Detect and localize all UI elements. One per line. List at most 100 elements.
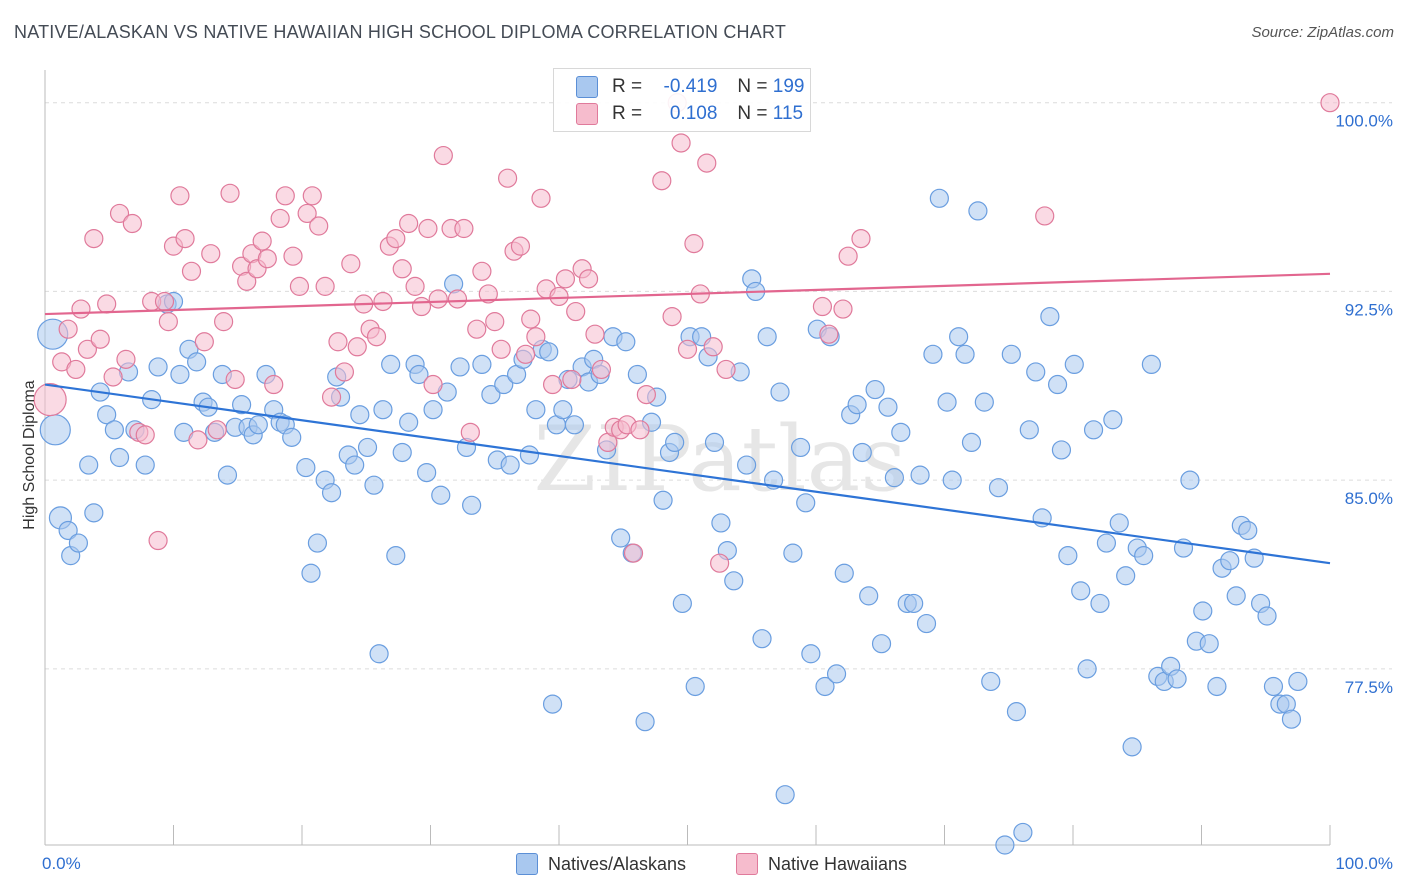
series-legend-hawaiians: Native Hawaiians bbox=[736, 853, 907, 875]
natives-point bbox=[369, 644, 389, 664]
legend-n-value: 199 bbox=[772, 76, 805, 97]
trend-lines bbox=[44, 272, 1331, 565]
hawaiians-point bbox=[662, 306, 682, 327]
hawaiians-point bbox=[220, 183, 240, 203]
natives-point bbox=[949, 327, 969, 347]
natives-point bbox=[1281, 709, 1302, 729]
natives-point bbox=[39, 414, 71, 446]
tick-labels: 77.5% 85.0% 92.5% 100.0% 0.0% 100.0% bbox=[42, 112, 1393, 873]
natives-point bbox=[58, 520, 78, 541]
natives-point bbox=[357, 437, 378, 458]
legend-row-hawaiians: R = 0.108 N = 115 bbox=[576, 101, 803, 127]
hawaiians-point bbox=[623, 543, 644, 563]
natives-point bbox=[1116, 566, 1136, 586]
natives-point bbox=[1051, 440, 1072, 460]
natives-point bbox=[248, 415, 268, 435]
natives-point bbox=[942, 470, 962, 490]
natives-point bbox=[929, 188, 949, 208]
natives-point bbox=[955, 344, 975, 364]
natives-point bbox=[783, 543, 803, 563]
natives-point bbox=[282, 427, 302, 447]
hawaiians-point bbox=[97, 294, 117, 314]
hawaiians-point bbox=[472, 261, 492, 281]
natives-point bbox=[988, 478, 1009, 498]
natives-point bbox=[148, 357, 168, 377]
natives-point bbox=[968, 201, 988, 221]
hawaiians-point bbox=[1320, 93, 1340, 113]
hawaiians-point bbox=[252, 231, 272, 251]
natives-point bbox=[1058, 546, 1078, 566]
data-points bbox=[33, 93, 1340, 855]
natives-point bbox=[974, 392, 994, 412]
natives-point bbox=[423, 400, 443, 420]
natives-point bbox=[97, 405, 117, 425]
hawaiians-point bbox=[838, 246, 858, 266]
natives-point bbox=[1096, 533, 1117, 553]
series-swatch-natives bbox=[516, 853, 538, 875]
hawaiians-point bbox=[341, 254, 361, 274]
y-tick-label: 92.5% bbox=[1345, 300, 1393, 319]
natives-point bbox=[321, 483, 342, 503]
natives-point bbox=[1109, 513, 1129, 533]
natives-point bbox=[852, 442, 872, 463]
legend-swatch-hawaiians bbox=[576, 103, 598, 125]
natives-point bbox=[104, 420, 124, 440]
natives-point bbox=[685, 676, 705, 697]
natives-point bbox=[307, 533, 328, 553]
natives-point bbox=[1134, 546, 1154, 566]
natives-point bbox=[1141, 354, 1161, 374]
natives-point bbox=[1199, 634, 1219, 654]
natives-point bbox=[564, 415, 585, 435]
natives-point bbox=[399, 412, 419, 432]
natives-point bbox=[350, 405, 370, 425]
natives-point bbox=[672, 593, 692, 614]
hawaiians-point bbox=[510, 236, 531, 256]
natives-point bbox=[109, 447, 130, 468]
hawaiians-point bbox=[1035, 206, 1055, 226]
natives-point bbox=[1207, 676, 1227, 697]
natives-point bbox=[409, 364, 429, 385]
hawaiians-point bbox=[531, 188, 551, 208]
hawaiians-point bbox=[135, 425, 155, 445]
natives-point bbox=[187, 352, 207, 372]
natives-point bbox=[386, 546, 406, 566]
natives-point bbox=[775, 785, 795, 805]
hawaiians-point bbox=[309, 216, 329, 236]
x-tick-label: 100.0% bbox=[1335, 854, 1393, 873]
hawaiians-point bbox=[652, 171, 672, 191]
natives-point bbox=[916, 613, 937, 634]
natives-point bbox=[847, 395, 867, 415]
hawaiians-point bbox=[214, 312, 234, 332]
legend-row-natives: R = -0.419 N = 199 bbox=[576, 74, 804, 100]
natives-point bbox=[364, 475, 384, 495]
hawaiians-point bbox=[84, 228, 104, 249]
natives-point bbox=[981, 671, 1001, 692]
x-tick-label: 0.0% bbox=[42, 854, 81, 873]
natives-point bbox=[1026, 362, 1046, 382]
natives-point bbox=[135, 455, 155, 475]
natives-point bbox=[884, 468, 904, 488]
hawaiians-point bbox=[289, 276, 310, 296]
hawaiians-point bbox=[58, 319, 78, 339]
natives-point bbox=[878, 397, 898, 417]
natives-point bbox=[724, 571, 744, 591]
series-label-hawaiians: Native Hawaiians bbox=[768, 853, 908, 874]
hawaiians-point bbox=[591, 359, 612, 380]
legend-r-value: 0.108 bbox=[669, 103, 718, 124]
hawaiians-point bbox=[703, 337, 723, 357]
natives-point bbox=[891, 422, 911, 442]
hawaiians-point bbox=[405, 276, 425, 296]
natives-point bbox=[1047, 374, 1068, 395]
natives-point bbox=[752, 629, 772, 649]
hawaiians-point bbox=[116, 349, 136, 369]
natives-point bbox=[392, 442, 412, 463]
hawaiians-point bbox=[90, 329, 110, 349]
hawaiians-point bbox=[542, 374, 563, 395]
hawaiians-point bbox=[833, 299, 853, 319]
hawaiians-point bbox=[66, 359, 86, 380]
hawaiians-point bbox=[819, 324, 839, 344]
hawaiians-point bbox=[71, 299, 91, 319]
natives-point bbox=[345, 455, 365, 475]
series-legend: Natives/Alaskans Native Hawaiians bbox=[0, 853, 1406, 877]
